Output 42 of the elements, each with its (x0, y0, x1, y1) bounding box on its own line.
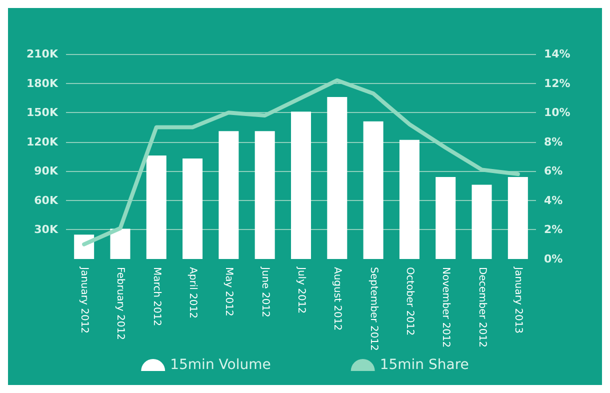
bar (363, 121, 384, 259)
y-tick-label: 180K (26, 76, 58, 90)
x-tick-label: November 2012 (440, 267, 452, 348)
x-tick-label: September 2012 (368, 267, 379, 351)
legend-label: 15min Volume (170, 357, 271, 373)
x-tick-label: December 2012 (476, 267, 488, 348)
y-tick-label: 30K (34, 223, 58, 236)
bar (436, 177, 456, 259)
x-tick-label: March 2012 (150, 267, 162, 326)
bar (110, 228, 130, 259)
x-tick-label: October 2012 (404, 267, 415, 336)
x-tick-label: June 2012 (259, 266, 270, 318)
y2-tick-label: 4% (544, 194, 563, 207)
y2-tick-label: 0% (544, 252, 563, 266)
y-tick-label: 60K (34, 194, 58, 207)
x-tick-label: January 2012 (78, 266, 90, 334)
y2-tick-label: 14% (544, 48, 570, 60)
x-tick-label: January 2013 (512, 266, 524, 334)
bar (146, 156, 166, 259)
bar (254, 131, 275, 259)
bar (508, 177, 528, 259)
bar (218, 131, 239, 259)
y-tick-label: 150K (26, 106, 58, 120)
y2-tick-label: 2% (544, 223, 563, 236)
x-tick-label: February 2012 (114, 267, 126, 340)
bar (399, 140, 420, 259)
legend-label: 15min Share (380, 357, 469, 373)
y2-tick-label: 8% (544, 135, 563, 148)
x-tick-label: July 2012 (296, 266, 306, 314)
y2-tick-label: 12% (544, 76, 570, 90)
bar (327, 96, 348, 259)
y2-tick-label: 10% (544, 106, 570, 120)
y2-tick-label: 6% (544, 164, 563, 178)
x-tick-label: May 2012 (223, 267, 234, 316)
bar (182, 158, 203, 259)
x-tick-label: April 2012 (187, 267, 198, 318)
x-tick-label: August 2012 (332, 267, 343, 331)
bar (472, 184, 492, 259)
y-tick-label: 120K (26, 135, 58, 148)
bar (291, 112, 311, 259)
y-tick-label: 210K (26, 48, 58, 60)
y-tick-label: 90K (34, 164, 58, 178)
